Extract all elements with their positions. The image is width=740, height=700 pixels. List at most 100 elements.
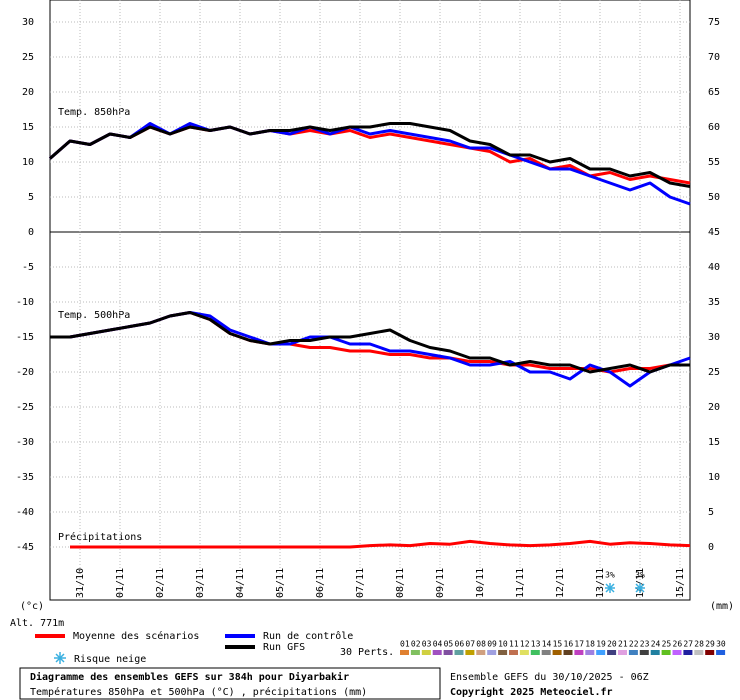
y-tick-label: 5 — [28, 192, 34, 203]
y2-tick-label: 30 — [708, 332, 720, 343]
y2-tick-label: 75 — [708, 17, 720, 28]
perturbation-label: 10 — [498, 640, 508, 649]
perturbation-label: 27 — [683, 640, 693, 649]
annotation: Précipitations — [58, 531, 142, 543]
perturbation-swatch — [672, 650, 682, 655]
y2-tick-label: 50 — [708, 192, 720, 203]
perturbation-swatch — [519, 650, 529, 655]
perturbation-label: 22 — [629, 640, 639, 649]
x-tick-label: 13/11 — [595, 568, 606, 598]
perturbation-swatch — [443, 650, 453, 655]
perturbation-label: 04 — [433, 640, 443, 649]
perturbation-label: 21 — [618, 640, 628, 649]
perturbation-swatch — [552, 650, 562, 655]
perturbation-label: 16 — [564, 640, 574, 649]
perturbation-swatch — [509, 650, 518, 655]
x-tick-label: 10/11 — [475, 568, 486, 598]
perturbation-label: 07 — [465, 640, 475, 649]
perturbation-label: 24 — [651, 640, 661, 649]
snow-icon-stroke — [635, 583, 645, 593]
y-tick-label: -10 — [16, 297, 34, 308]
plot-frame — [49, 0, 691, 601]
x-tick-label: 09/11 — [435, 568, 446, 598]
snow-icon-stroke — [605, 583, 615, 593]
perturbation-label: 13 — [531, 640, 541, 649]
x-tick-label: 05/11 — [275, 568, 286, 598]
series-line — [70, 539, 691, 549]
perturbation-swatch — [596, 650, 606, 655]
perturbation-label: 18 — [585, 640, 595, 649]
perturbation-swatch — [498, 650, 508, 655]
perturbation-label: 19 — [596, 640, 606, 649]
perturbation-swatch — [694, 650, 704, 655]
series-line — [50, 311, 690, 374]
y2-tick-label: 40 — [708, 262, 720, 273]
y2-tick-label: 10 — [708, 472, 720, 483]
perturbation-swatch — [618, 650, 627, 655]
perturbation-swatch — [421, 650, 431, 655]
perturbation-swatch — [410, 650, 420, 655]
perturbation-label: 11 — [509, 640, 519, 649]
perturbation-label: 03 — [422, 640, 432, 649]
perts-label: 30 Perts. — [340, 647, 394, 658]
y2-tick-label: 45 — [708, 227, 720, 238]
perturbation-label: 01 — [400, 640, 410, 649]
y-tick-label: 20 — [22, 87, 34, 98]
perturbation-label: 30 — [716, 640, 726, 649]
y-unit: (°c) — [20, 601, 44, 612]
snow-risk-label: 3% — [635, 571, 645, 580]
snow-icon — [54, 652, 66, 664]
perturbation-swatch — [716, 650, 726, 655]
perturbation-swatch — [530, 650, 540, 655]
legend-label: Moyenne des scénarios — [73, 630, 199, 642]
y2-tick-label: 5 — [708, 507, 714, 518]
x-tick-label: 12/11 — [555, 568, 566, 598]
perturbation-swatch — [650, 650, 660, 655]
perturbation-label: 06 — [455, 640, 465, 649]
perturbation-label: 23 — [640, 640, 650, 649]
perturbation-swatch — [683, 650, 693, 655]
legend-label: Run GFS — [263, 642, 305, 653]
y2-tick-label: 55 — [708, 157, 720, 168]
x-tick-label: 01/11 — [115, 568, 126, 598]
perturbation-swatch — [476, 650, 486, 655]
perturbation-swatch — [465, 650, 475, 655]
y-tick-label: -15 — [16, 332, 34, 343]
perturbation-swatch — [400, 650, 409, 655]
series-line — [49, 122, 691, 188]
y-tick-label: 25 — [22, 52, 34, 63]
x-tick-label: 14/11 — [635, 568, 646, 598]
altitude: Alt. 771m — [10, 618, 64, 629]
perturbation-label: 15 — [553, 640, 563, 649]
x-tick-label: 03/11 — [195, 568, 206, 598]
perturbation-swatch — [541, 650, 551, 655]
y2-tick-label: 60 — [708, 122, 720, 133]
y2-tick-label: 35 — [708, 297, 720, 308]
perturbation-label: 14 — [542, 640, 552, 649]
y-tick-label: -40 — [16, 507, 34, 518]
perturbation-label: 08 — [476, 640, 486, 649]
y2-tick-label: 65 — [708, 87, 720, 98]
y2-tick-label: 15 — [708, 437, 720, 448]
x-tick-label: 04/11 — [235, 568, 246, 598]
perturbation-label: 20 — [607, 640, 617, 649]
snow-legend: Risque neige — [74, 654, 146, 665]
series-line — [50, 311, 690, 374]
perturbation-swatch — [705, 650, 715, 655]
annotation: Temp. 850hPa — [58, 107, 130, 118]
x-tick-label: 15/11 — [675, 568, 686, 598]
annotation: Temp. 500hPa — [58, 310, 130, 321]
snow-icon — [605, 583, 615, 593]
perturbation-label: 29 — [705, 640, 715, 649]
legend-label: Run de contrôle — [263, 630, 353, 642]
x-tick-label: 08/11 — [395, 568, 406, 598]
x-tick-label: 02/11 — [155, 568, 166, 598]
chart-subtitle: Températures 850hPa et 500hPa (°C) , pré… — [30, 686, 367, 698]
y-tick-label: 0 — [28, 227, 34, 238]
y2-tick-label: 70 — [708, 52, 720, 63]
y2-tick-label: 25 — [708, 367, 720, 378]
perturbation-label: 26 — [673, 640, 683, 649]
perturbation-swatch — [574, 650, 584, 655]
perturbation-swatch — [585, 650, 595, 655]
